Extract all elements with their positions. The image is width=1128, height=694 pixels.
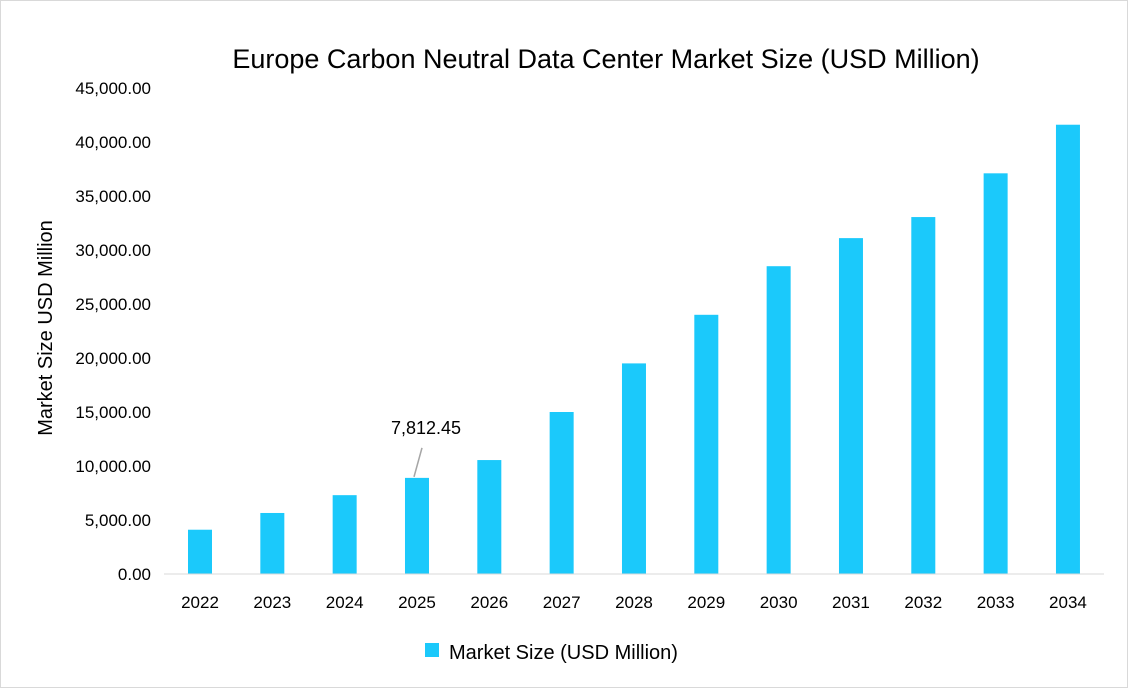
y-tick-label: 10,000.00 [75,457,151,476]
bar-2023 [260,512,285,574]
legend-label: Market Size (USD Million) [449,642,678,664]
annotation-leader-line [413,447,423,478]
legend-swatch [425,643,439,657]
y-tick-label: 0.00 [118,565,151,584]
bar-2031 [838,238,863,574]
x-tick-label: 2032 [904,593,942,612]
x-tick-label: 2028 [615,593,653,612]
y-tick-label: 35,000.00 [75,187,151,206]
x-tick-label: 2024 [326,593,364,612]
y-tick-label: 45,000.00 [75,79,151,98]
x-tick-label: 2027 [543,593,581,612]
x-tick-label: 2023 [253,593,291,612]
y-tick-label: 15,000.00 [75,403,151,422]
chart-title: Europe Carbon Neutral Data Center Market… [232,44,979,74]
x-tick-label: 2029 [687,593,725,612]
y-tick-label: 5,000.00 [85,511,151,530]
bar-2025 [404,477,429,574]
x-tick-label: 2030 [760,593,798,612]
x-tick-label: 2026 [470,593,508,612]
bar-2022 [188,529,212,574]
bar-2029 [694,314,719,574]
y-tick-label: 20,000.00 [75,349,151,368]
x-tick-label: 2025 [398,593,436,612]
x-tick-label: 2031 [832,593,870,612]
bar-2034 [1055,124,1080,574]
data-label: 7,812.45 [391,418,461,438]
bar-2033 [983,173,1008,574]
bar-2032 [911,217,936,574]
y-tick-label: 30,000.00 [75,241,151,260]
y-tick-label: 40,000.00 [75,133,151,152]
x-tick-label: 2033 [977,593,1015,612]
bar-2024 [332,495,357,574]
bar-2027 [549,412,574,574]
x-tick-label: 2034 [1049,593,1087,612]
bar-2026 [477,460,502,574]
x-tick-label: 2022 [181,593,219,612]
bar-2028 [621,363,646,574]
bar-2030 [766,266,791,574]
y-tick-label: 25,000.00 [75,295,151,314]
y-axis-label: Market Size USD Million [35,220,57,436]
